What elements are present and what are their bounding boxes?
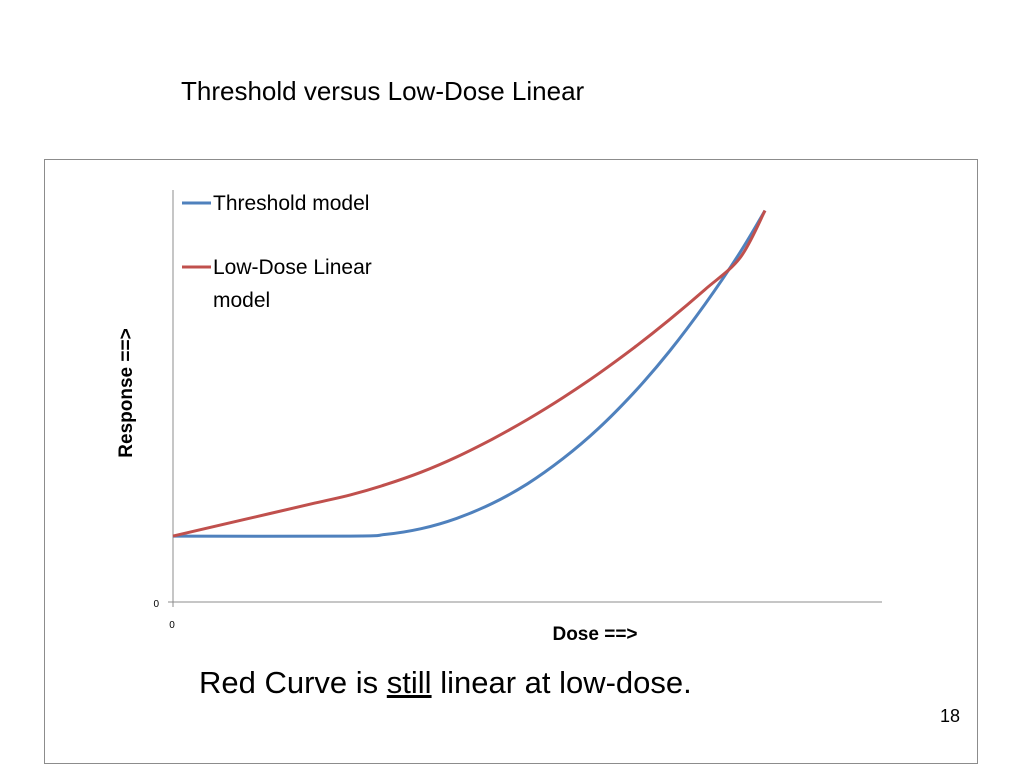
caption-part-2: linear at low-dose. bbox=[431, 665, 692, 700]
legend-label-threshold: Threshold model bbox=[213, 192, 369, 215]
caption-text: Red Curve is still linear at low-dose. bbox=[199, 665, 692, 701]
legend-label-low-dose-linear: Low-Dose Linear model bbox=[213, 256, 372, 312]
y-tick-label: 0 bbox=[153, 599, 159, 610]
legend: Threshold model Low-Dose Linear model bbox=[182, 192, 372, 312]
line-chart: 0 0 Dose ==> Response ==> Threshold mode… bbox=[116, 190, 882, 645]
legend-label-line: model bbox=[213, 289, 270, 312]
series-line-low-dose-linear bbox=[172, 209, 767, 538]
x-axis-label: Dose ==> bbox=[552, 624, 637, 645]
series-layer bbox=[172, 209, 767, 538]
chart-axes bbox=[168, 190, 882, 607]
caption-part-1: Red Curve is bbox=[199, 665, 387, 700]
page-number: 18 bbox=[940, 706, 961, 726]
legend-label-line: Low-Dose Linear bbox=[213, 256, 372, 279]
slide-title: Threshold versus Low-Dose Linear bbox=[181, 76, 585, 106]
x-tick-label: 0 bbox=[169, 620, 175, 631]
y-axis-label: Response ==> bbox=[116, 328, 137, 457]
series-line-threshold bbox=[172, 209, 767, 538]
caption-emphasis: still bbox=[386, 665, 432, 700]
chart-frame: 0 0 Dose ==> Response ==> Threshold mode… bbox=[44, 159, 978, 764]
